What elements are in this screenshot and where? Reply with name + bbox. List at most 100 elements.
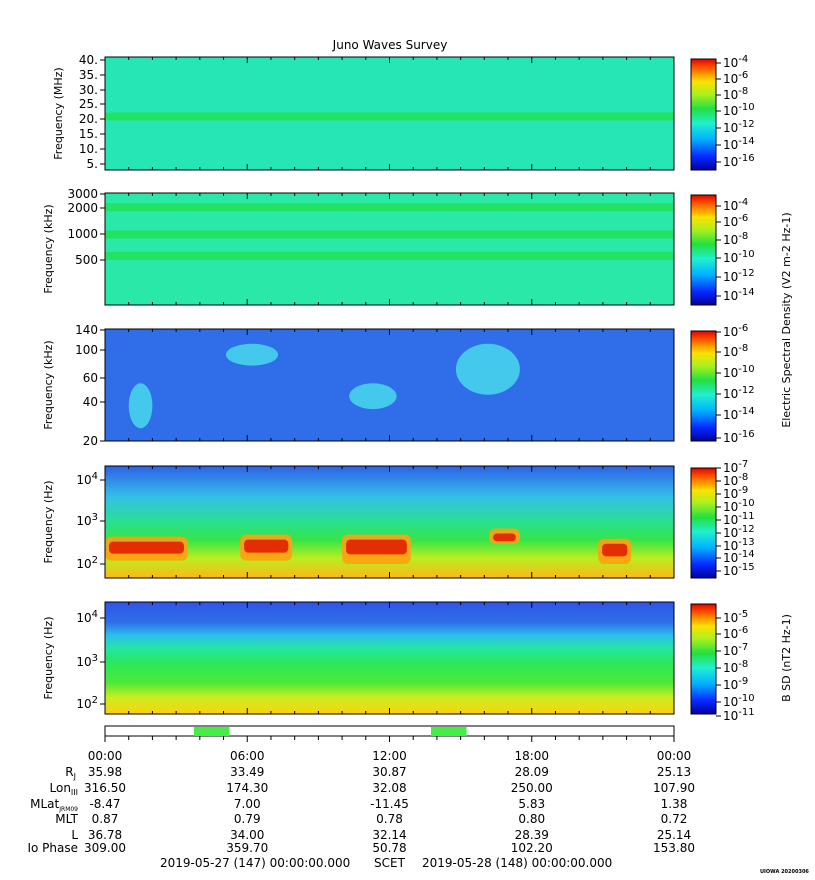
ephemeris-value: 316.50 xyxy=(84,781,126,795)
colorbar-gradient xyxy=(690,194,717,306)
colorbar-tick-label: 10-15 xyxy=(723,562,755,578)
time-tick-label: 12:00 xyxy=(372,749,407,763)
colorbar-tick-label: 10-12 xyxy=(723,119,755,135)
ephemeris-value: 0.80 xyxy=(518,812,545,826)
colorbar-tick-label: 10-11 xyxy=(723,707,755,723)
colorbar-tick-label: 10-16 xyxy=(723,153,755,169)
ephemeris-value: 250.00 xyxy=(511,781,553,795)
colorbar-tick-label: 10-6 xyxy=(723,213,748,229)
ephemeris-row-1: RJ 35.98 33.49 30.87 28.09 25.13 xyxy=(65,765,691,781)
emission-core-2 xyxy=(244,539,289,553)
ephemeris-value: 32.14 xyxy=(372,828,406,842)
emission-patch-1 xyxy=(128,383,153,429)
emission-core-3 xyxy=(346,539,407,555)
ephemeris-row-5: L 36.78 34.00 32.14 28.39 25.14 xyxy=(71,828,691,842)
ephemeris-row-6: Io Phase 309.00 359.70 50.78 102.20 153.80 xyxy=(27,841,695,855)
emission-patch-2 xyxy=(225,343,279,366)
colorbar-gradient xyxy=(690,467,717,579)
ephemeris-value: 36.78 xyxy=(88,828,122,842)
time-coverage-bar xyxy=(104,725,675,742)
y-tick-label: 30. xyxy=(79,83,98,97)
colorbar-3: 10-6 10-8 10-10 10-12 10-14 10-16 xyxy=(690,323,755,445)
colorbar-tick-label: 10-14 xyxy=(723,406,755,422)
emission-core-4 xyxy=(493,533,516,542)
ephemeris-row-4: MLT 0.87 0.79 0.78 0.80 0.72 xyxy=(55,812,687,826)
y-tick-label: 103 xyxy=(76,512,98,528)
colorbar-tick-label: 10-12 xyxy=(723,385,755,401)
y-tick-label: 104 xyxy=(76,471,98,487)
spectrogram-panel-4: 104 103 102 Frequency (Hz) xyxy=(42,465,675,579)
ephemeris-label: MLatJRM09 xyxy=(30,797,78,813)
colorbar-tick-label: 10-8 xyxy=(723,472,748,488)
y-tick-label: 103 xyxy=(76,653,98,669)
colorbars: 10-410-610-810-1010-1210-1410-1610-410-6… xyxy=(690,54,793,723)
colorbar-tick-label: 10-8 xyxy=(723,659,748,675)
ephemeris-value: 50.78 xyxy=(372,841,406,855)
emission-patch-4 xyxy=(455,343,520,395)
colorbar-tick-label: 10-8 xyxy=(723,343,748,359)
ephemeris-value: 34.00 xyxy=(230,828,264,842)
ephemeris-value: 30.87 xyxy=(372,765,406,779)
footer-start-time: 2019-05-27 (147) 00:00:00.000 xyxy=(160,856,350,870)
ephemeris-value: -8.47 xyxy=(89,797,120,811)
colorbar-tick-label: 10-16 xyxy=(723,429,755,445)
spectrogram-panel-3: 140 100 60 40 20 Frequency (kHz) xyxy=(42,323,675,448)
ephemeris-label: Io Phase xyxy=(27,841,78,855)
spectrogram-panel-1: 40.35.30.25.20.15.10.5. Frequency (MHz) xyxy=(52,53,675,171)
colorbar-tick-label: 10-7 xyxy=(723,459,748,475)
y-tick-label: 102 xyxy=(76,695,98,711)
coverage-segment-1 xyxy=(193,727,230,736)
coverage-segment-2 xyxy=(430,727,467,736)
y-tick-label: 102 xyxy=(76,555,98,571)
footer-credit: UIOWA 20200306 xyxy=(760,869,809,875)
colorbar-tick-label: 10-10 xyxy=(723,102,755,118)
y-tick-label: 10. xyxy=(79,142,98,156)
ephemeris-value: 5.83 xyxy=(518,797,545,811)
footer-end-time: 2019-05-28 (148) 00:00:00.000 xyxy=(422,856,612,870)
ephemeris-value: 102.20 xyxy=(511,841,553,855)
colorbar-label: Electric Spectral Density (V2 m-2 Hz-1) xyxy=(780,212,793,427)
emission-band-1 xyxy=(105,112,674,121)
colorbar-tick-label: 10-5 xyxy=(723,609,748,625)
colorbar-tick-label: 10-9 xyxy=(723,676,748,692)
ephemeris-value: -11.45 xyxy=(370,797,409,811)
colorbar-tick-label: 10-4 xyxy=(723,197,748,213)
colorbar-tick-label: 10-6 xyxy=(723,323,748,339)
colorbar-gradient xyxy=(690,58,717,171)
ephemeris-value: 0.72 xyxy=(661,812,688,826)
ephemeris-row-2: LonIII 316.50 174.30 32.08 250.00 107.90 xyxy=(50,781,696,797)
colorbar-tick-label: 10-8 xyxy=(723,231,748,247)
y-tick-label: 3000 xyxy=(67,187,98,201)
y-axis-label: Frequency (kHz) xyxy=(42,340,55,429)
y-tick-label: 35. xyxy=(79,68,98,82)
ephemeris-value: 32.08 xyxy=(372,781,406,795)
ephemeris-label: MLT xyxy=(55,812,78,826)
time-tick-label: 00:00 xyxy=(88,749,123,763)
y-tick-label: 20. xyxy=(79,112,98,126)
emission-patch-3 xyxy=(349,383,397,410)
ephemeris-value: 25.14 xyxy=(657,828,691,842)
footer-scet-label: SCET xyxy=(374,856,406,870)
colorbar-tick-label: 10-10 xyxy=(723,498,755,514)
ephemeris-value: 359.70 xyxy=(226,841,268,855)
y-tick-label: 2000 xyxy=(67,201,98,215)
colorbar-tick-label: 10-8 xyxy=(723,86,748,102)
colorbar-tick-label: 10-7 xyxy=(723,642,748,658)
ephemeris-value: 309.00 xyxy=(84,841,126,855)
y-axis-label: Frequency (Hz) xyxy=(42,481,55,564)
ephemeris-label: L xyxy=(71,828,78,842)
y-tick-label: 25. xyxy=(79,97,98,111)
y-axis-label: Frequency (MHz) xyxy=(52,67,65,159)
time-tick-label: 00:00 xyxy=(657,749,692,763)
ephemeris-value: 28.09 xyxy=(515,765,549,779)
emission-band-1 xyxy=(105,203,674,212)
ephemeris-value: 1.38 xyxy=(661,797,688,811)
ephemeris-value: 174.30 xyxy=(226,781,268,795)
colorbar-gradient xyxy=(690,603,717,715)
ephemeris-value: 0.78 xyxy=(376,812,403,826)
ephemeris-row-3: MLatJRM09 -8.47 7.00 -11.45 5.83 1.38 xyxy=(30,797,687,813)
